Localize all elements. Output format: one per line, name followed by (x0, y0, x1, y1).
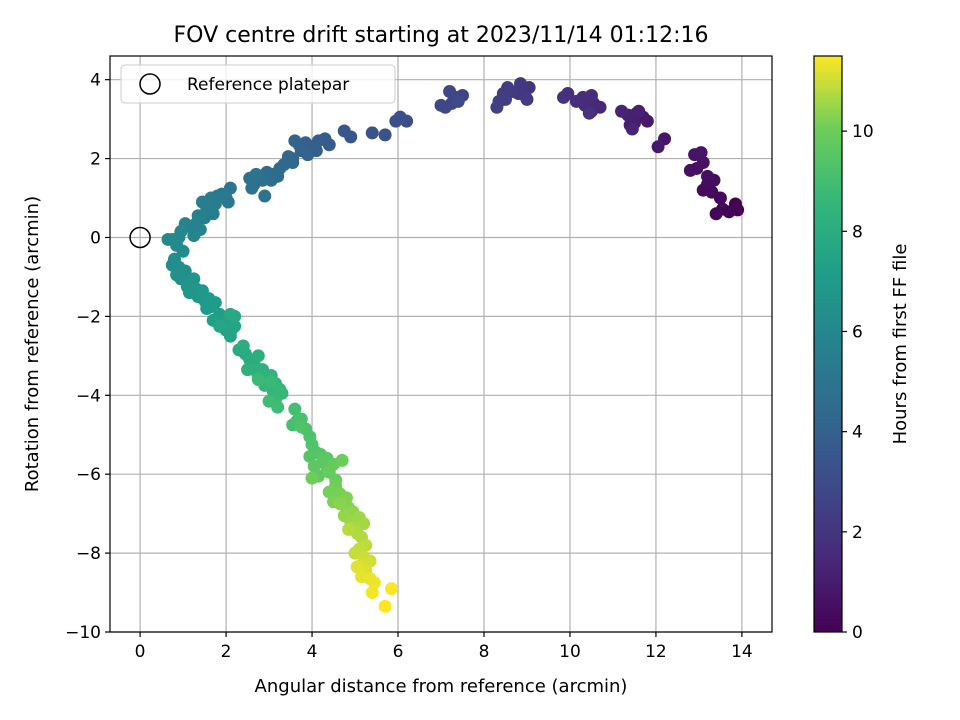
data-point (223, 329, 237, 343)
x-axis-label: Angular distance from reference (arcmin) (255, 676, 628, 697)
colorbar-tick-label: 4 (852, 423, 863, 443)
y-tick-label: −4 (76, 386, 101, 406)
data-point (307, 459, 321, 473)
legend: Reference platepar (120, 64, 396, 104)
data-point (350, 560, 364, 574)
data-point (258, 189, 272, 203)
data-point (288, 402, 302, 416)
data-points (161, 77, 745, 613)
data-point (632, 104, 646, 118)
data-point (262, 394, 276, 408)
data-point (294, 420, 308, 434)
y-tick-label: −6 (76, 465, 101, 485)
legend-box (120, 64, 396, 104)
data-point (582, 106, 596, 120)
data-point (498, 92, 512, 106)
colorbar-gradient (813, 55, 843, 633)
data-point (625, 122, 639, 136)
x-tick-label: 10 (559, 642, 581, 662)
chart-title: FOV centre drift starting at 2023/11/14 … (174, 23, 709, 48)
data-point (322, 485, 336, 499)
data-point (305, 471, 319, 485)
colorbar-label: Hours from first FF file (890, 244, 911, 445)
y-tick-label: 2 (90, 150, 101, 170)
data-point (490, 100, 504, 114)
data-point (651, 140, 665, 154)
legend-label: Reference platepar (187, 75, 349, 95)
data-point (365, 126, 379, 140)
data-point (187, 229, 201, 243)
data-point (378, 128, 392, 142)
data-point (264, 374, 278, 388)
colorbar-tick-label: 2 (852, 523, 863, 543)
data-point (249, 167, 263, 181)
data-point (434, 98, 448, 112)
data-point (208, 296, 222, 310)
y-tick-label: −10 (65, 623, 101, 643)
data-point (288, 134, 302, 148)
x-tick-label: 4 (307, 642, 318, 662)
data-point (335, 453, 349, 467)
grid (110, 56, 772, 633)
data-point (378, 599, 392, 613)
data-point (385, 582, 399, 596)
data-point (245, 181, 259, 195)
x-tick-label: 14 (731, 642, 753, 662)
data-point (389, 114, 403, 128)
x-tick-label: 8 (479, 642, 490, 662)
data-point (251, 373, 265, 387)
data-point (228, 319, 242, 333)
data-point (694, 146, 708, 160)
x-tick-label: 12 (645, 642, 667, 662)
data-point (333, 497, 347, 511)
data-point (701, 169, 715, 183)
data-point (213, 319, 227, 333)
data-point (241, 363, 255, 377)
reference-marker (129, 226, 151, 249)
data-point (251, 349, 265, 363)
data-point (342, 522, 356, 536)
plot-area-frame (109, 55, 773, 633)
data-point (683, 163, 697, 177)
x-tick-label: 0 (135, 642, 146, 662)
data-point (451, 94, 465, 108)
y-axis-label: Rotation from reference (arcmin) (22, 196, 43, 492)
data-point (195, 195, 209, 209)
data-point (365, 586, 379, 600)
y-tick-label: 4 (90, 71, 101, 91)
data-point (514, 77, 528, 91)
colorbar: 0 2 4 6 8 10 Hours from first FF file (813, 55, 911, 643)
data-point (176, 244, 190, 258)
x-tick-label: 6 (393, 642, 404, 662)
data-point (443, 85, 457, 99)
data-point (709, 207, 723, 221)
data-point (357, 517, 371, 531)
y-tick-label: −2 (76, 307, 101, 327)
data-point (569, 94, 583, 108)
colorbar-tick-label: 0 (852, 623, 863, 643)
data-point (294, 144, 308, 158)
y-tick-label: 0 (90, 228, 101, 248)
y-tick-label: −8 (76, 544, 101, 564)
data-point (303, 449, 317, 463)
reference-point (129, 226, 151, 249)
data-point (236, 339, 250, 353)
x-axis-ticks: 0 2 4 6 8 10 12 14 (135, 632, 753, 662)
x-tick-label: 2 (221, 642, 232, 662)
data-point (286, 156, 300, 170)
data-point (557, 90, 571, 104)
legend-marker (139, 73, 161, 95)
colorbar-tick-label: 10 (852, 122, 874, 142)
data-point (367, 576, 381, 590)
data-point (337, 124, 351, 138)
colorbar-tick-label: 8 (852, 222, 863, 242)
data-point (696, 156, 710, 170)
colorbar-tick-label: 6 (852, 322, 863, 342)
data-point (520, 92, 534, 106)
y-axis-ticks: −10 −8 −6 −4 −2 0 2 4 (65, 71, 110, 643)
data-point (615, 104, 629, 118)
data-point (223, 307, 237, 321)
colorbar-ticks: 0 2 4 6 8 10 (842, 122, 874, 643)
